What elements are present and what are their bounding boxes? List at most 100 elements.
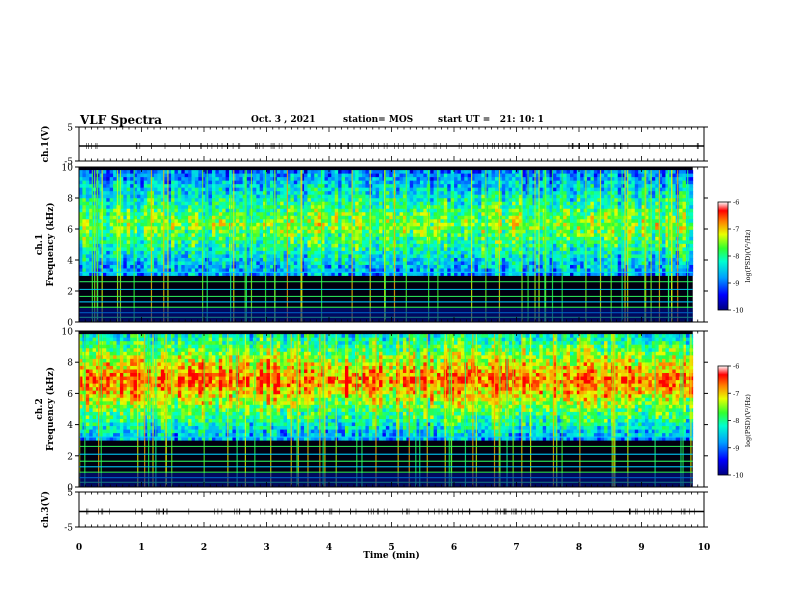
ch1-spectrogram-cell [546, 254, 550, 259]
ch1-spectrogram-cell [597, 250, 602, 255]
ch1-spectrogram-cell [419, 254, 424, 259]
ch1-spectrogram-cell [549, 212, 554, 217]
ch1-spectrogram-cell [140, 271, 145, 276]
ch1-spectrogram-cell [188, 198, 192, 203]
ch1-spectrogram-cell [310, 219, 315, 224]
ch1-spectrogram-cell [218, 205, 223, 210]
ch1-spectrogram-cell [201, 229, 206, 234]
ch1-spectrogram-cell [501, 170, 506, 175]
ch1-spectrogram-cell [331, 198, 336, 203]
ch1-spectrogram-cell [310, 184, 315, 189]
ch1-spectrogram-cell [365, 240, 370, 245]
ch1-spectrogram-cell [604, 184, 608, 189]
ch1-spectrogram-cell [276, 268, 281, 273]
ch1-spectrogram-cell [621, 233, 625, 238]
ch1-spectrogram-cell [188, 215, 192, 220]
ch1-spectrogram-cell [293, 212, 298, 217]
ch1-spectrogram-cell [460, 170, 465, 175]
ch1-spectrogram-cell [140, 215, 145, 220]
ch1-spectrogram-cell [331, 205, 336, 210]
ch1-spectrogram-cell [252, 215, 257, 220]
ch1-spectrogram-cell [225, 212, 230, 217]
ch1-spectrogram-cell [494, 208, 499, 213]
ch1-spectrogram-cell [160, 243, 165, 248]
ch1-spectrogram-cell [344, 212, 349, 217]
ch1-spectrogram-cell [164, 219, 169, 224]
ch1-spectrogram-cell [334, 201, 339, 206]
ch1-spectrogram-cell [399, 254, 404, 259]
ch1-spectrogram-cell [522, 212, 527, 217]
ch1-spectrogram-cell [563, 226, 567, 231]
ch1-spectrogram-cell [631, 226, 636, 231]
ch1-spectrogram-cell [208, 229, 213, 234]
ch1-spectrogram-cell [215, 191, 220, 196]
ch1-spectrogram-cell [89, 250, 94, 255]
ch1-spectrogram-cell [167, 219, 172, 224]
ch1-spectrogram-cell [471, 254, 475, 259]
ch1-spectrogram-cell [154, 257, 158, 262]
ch1-spectrogram-cell [539, 177, 544, 182]
ch1-spectrogram-cell [140, 194, 145, 199]
ch1-spectrogram-cell [130, 219, 134, 224]
ch1-spectrogram-cell [638, 268, 643, 273]
ch1-spectrogram-cell [126, 226, 131, 231]
ch1-spectrogram-cell [406, 180, 411, 185]
ch1-spectrogram-cell [600, 208, 605, 213]
ch1-spectrogram-cell [593, 173, 598, 178]
ch1-spectrogram-cell [535, 222, 540, 227]
ch1-spectrogram-cell [416, 236, 421, 241]
ch1-spectrogram-cell [362, 191, 366, 196]
ch1-spectrogram-cell [593, 264, 598, 269]
ch1-spectrogram-cell [396, 222, 400, 227]
ch1-spectrogram-cell [307, 208, 312, 213]
ch1-spectrogram-cell [518, 271, 523, 276]
ch1-spectrogram-cell [587, 187, 591, 192]
ch1-spectrogram-cell [406, 191, 411, 196]
ch1-spectrogram-cell [348, 264, 353, 269]
ch1-spectrogram-cell [191, 226, 196, 231]
ch1-spectrogram-cell [160, 194, 165, 199]
ch1-spectrogram-cell [280, 198, 284, 203]
ch1-spectrogram-cell [416, 271, 421, 276]
ch1-spectrogram-cell [317, 201, 322, 206]
ch1-spectrogram-cell [419, 236, 424, 241]
ch1-spectrogram-cell [89, 194, 94, 199]
ch1-spectrogram-cell [143, 271, 148, 276]
ch1-spectrogram-cell [160, 236, 165, 241]
ch1-spectrogram-cell [324, 201, 329, 206]
ch1-spectrogram-cell [344, 198, 349, 203]
ch1-spectrogram-cell [556, 226, 561, 231]
ch1-spectrogram-cell [638, 177, 643, 182]
ch1-spectrogram-cell [433, 229, 438, 234]
ch1-spectrogram-cell [607, 208, 612, 213]
ch1-spectrogram-cell [587, 271, 591, 276]
ch1-spectrogram-cell [119, 236, 124, 241]
ch1-spectrogram-cell [269, 257, 274, 262]
ch1-spectrogram-cell [573, 271, 578, 276]
ch1-spectrogram-cell [566, 177, 571, 182]
ch1-spectrogram-cell [89, 222, 94, 227]
ch1-spectrogram-cell [587, 201, 591, 206]
ch1-spectrogram-cell [252, 177, 257, 182]
ch1-spectrogram-cell [314, 173, 319, 178]
ch1-spectrogram-cell [194, 243, 199, 248]
ch1-spectrogram-cell [508, 261, 513, 266]
ch1-spectrogram-cell [566, 222, 571, 227]
ch1-spectrogram-cell [614, 219, 619, 224]
ch1-spectrogram-cell [419, 229, 424, 234]
ch1-spectrogram-cell [440, 201, 445, 206]
ch1-spectrogram-cell [396, 257, 400, 262]
ch1-spectrogram-cell [171, 194, 175, 199]
ch1-spectrogram-cell [123, 219, 128, 224]
ch1-spectrogram-cell [508, 184, 513, 189]
ch1-spectrogram-cell [576, 240, 581, 245]
ch1-spectrogram-cell [402, 229, 407, 234]
ch1-spectrogram-cell [218, 219, 223, 224]
ch1-spectrogram-cell [126, 187, 131, 192]
ch1-spectrogram-cell [171, 264, 175, 269]
ch1-spectrogram-cell [215, 187, 220, 192]
ch1-spectrogram-cell [198, 271, 203, 276]
ch1-spectrogram-cell [443, 254, 448, 259]
ch1-spectrogram-cell [184, 170, 189, 175]
ch1-spectrogram-cell [283, 208, 288, 213]
